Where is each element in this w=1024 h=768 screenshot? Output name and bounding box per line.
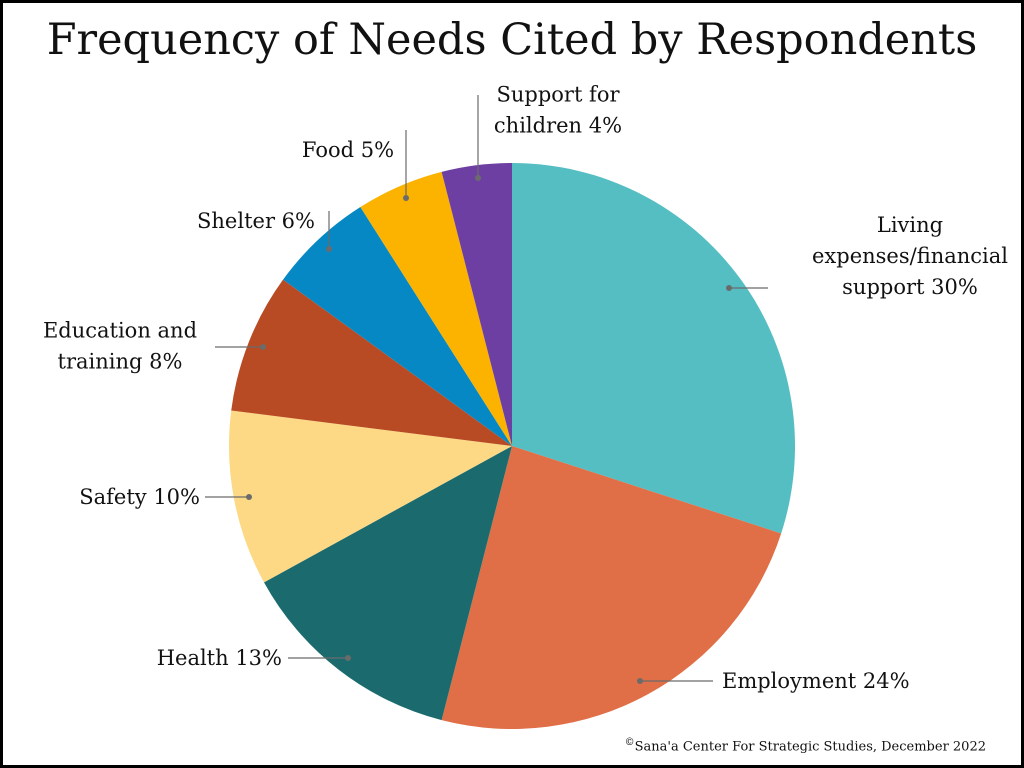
slice-label-line: Support for <box>496 83 620 107</box>
slice-label: Safety 10% <box>79 485 200 509</box>
slice-label-line: Employment 24% <box>722 669 910 693</box>
leader-dot <box>345 655 351 661</box>
source-credit: ©Sana'a Center For Strategic Studies, De… <box>625 737 986 754</box>
slice-label-line: children 4% <box>494 114 622 138</box>
slice-label-line: training 8% <box>58 350 183 374</box>
slice-label-line: Living <box>877 213 943 237</box>
pie-slice <box>441 446 782 730</box>
source-text: Sana'a Center For Strategic Studies, Dec… <box>634 739 986 755</box>
leader-dot <box>637 678 643 684</box>
label-leader-lines <box>205 95 768 684</box>
pie-slice <box>441 163 512 446</box>
leader-dot <box>475 175 481 181</box>
pie-slice <box>360 171 512 446</box>
slice-label-line: Shelter 6% <box>197 209 315 233</box>
slice-label: Food 5% <box>302 138 394 162</box>
slice-label-line: Safety 10% <box>79 485 200 509</box>
pie-slice <box>512 163 796 534</box>
slice-label-line: Education and <box>43 319 197 343</box>
pie-slice <box>228 410 512 583</box>
slice-label-line: support 30% <box>842 275 978 299</box>
slice-label: Living expenses/financial support 30% <box>812 213 1008 299</box>
copyright-symbol: © <box>624 737 635 748</box>
slice-labels: Living expenses/financial support 30% Emplo… <box>43 83 1008 694</box>
slice-label: Support for children 4% <box>494 83 622 138</box>
slice-label: Education and training 8% <box>43 319 197 374</box>
pie-slice <box>283 207 512 446</box>
pie-slice <box>231 279 513 446</box>
slice-label-line: Food 5% <box>302 138 394 162</box>
leader-dot <box>726 285 732 291</box>
leader-dot <box>246 494 252 500</box>
chart-title: Frequency of Needs Cited by Respondents <box>46 15 978 65</box>
slice-label: Health 13% <box>157 646 282 670</box>
slice-label-line: expenses/financial <box>812 244 1008 268</box>
pie-slice <box>264 446 512 721</box>
slice-label: Employment 24% <box>722 669 910 693</box>
leader-dot <box>403 195 409 201</box>
slice-label: Shelter 6% <box>197 209 315 233</box>
leader-dot <box>326 246 332 252</box>
pie-slices <box>228 163 796 730</box>
leader-dot <box>260 344 266 350</box>
slice-label-line: Health 13% <box>157 646 282 670</box>
